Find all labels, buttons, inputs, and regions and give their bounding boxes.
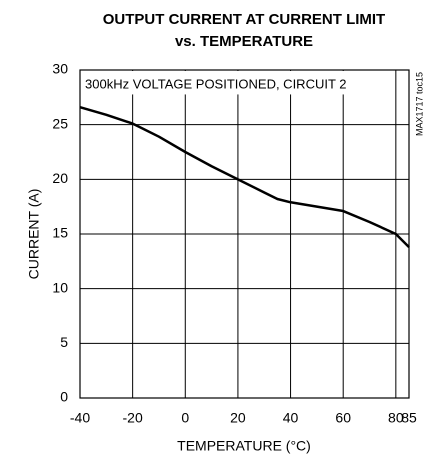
x-tick-label: 85 [401,410,417,426]
chart-title: OUTPUT CURRENT AT CURRENT LIMIT [103,11,385,28]
x-tick-label: -20 [123,410,143,426]
x-tick-label: 40 [283,410,299,426]
x-tick-label: 0 [181,410,189,426]
y-tick-label: 30 [52,61,68,77]
annotation-bg [81,71,352,95]
y-tick-label: 0 [60,389,68,405]
data-line [79,105,410,249]
y-axis-label: CURRENT (A) [26,189,42,280]
chart-title: vs. TEMPERATURE [175,33,313,50]
y-tick-label: 20 [52,170,68,186]
y-tick-label: 5 [60,334,68,350]
x-axis-label: TEMPERATURE (°C) [177,438,311,454]
y-tick-label: 10 [52,279,68,295]
y-tick-label: 15 [52,225,68,241]
x-tick-label: 80 [388,410,404,426]
annotation: 300kHz VOLTAGE POSITIONED, CIRCUIT 2 [85,76,347,91]
x-tick-label: 60 [335,410,351,426]
annotation-group: 300kHz VOLTAGE POSITIONED, CIRCUIT 2 [81,71,352,95]
side-note: MAX1717 toc15 [414,72,424,136]
x-tick-label: 20 [230,410,246,426]
plot-frame [79,69,410,399]
y-tick-label: 25 [52,115,68,131]
x-tick-label: -40 [70,410,90,426]
